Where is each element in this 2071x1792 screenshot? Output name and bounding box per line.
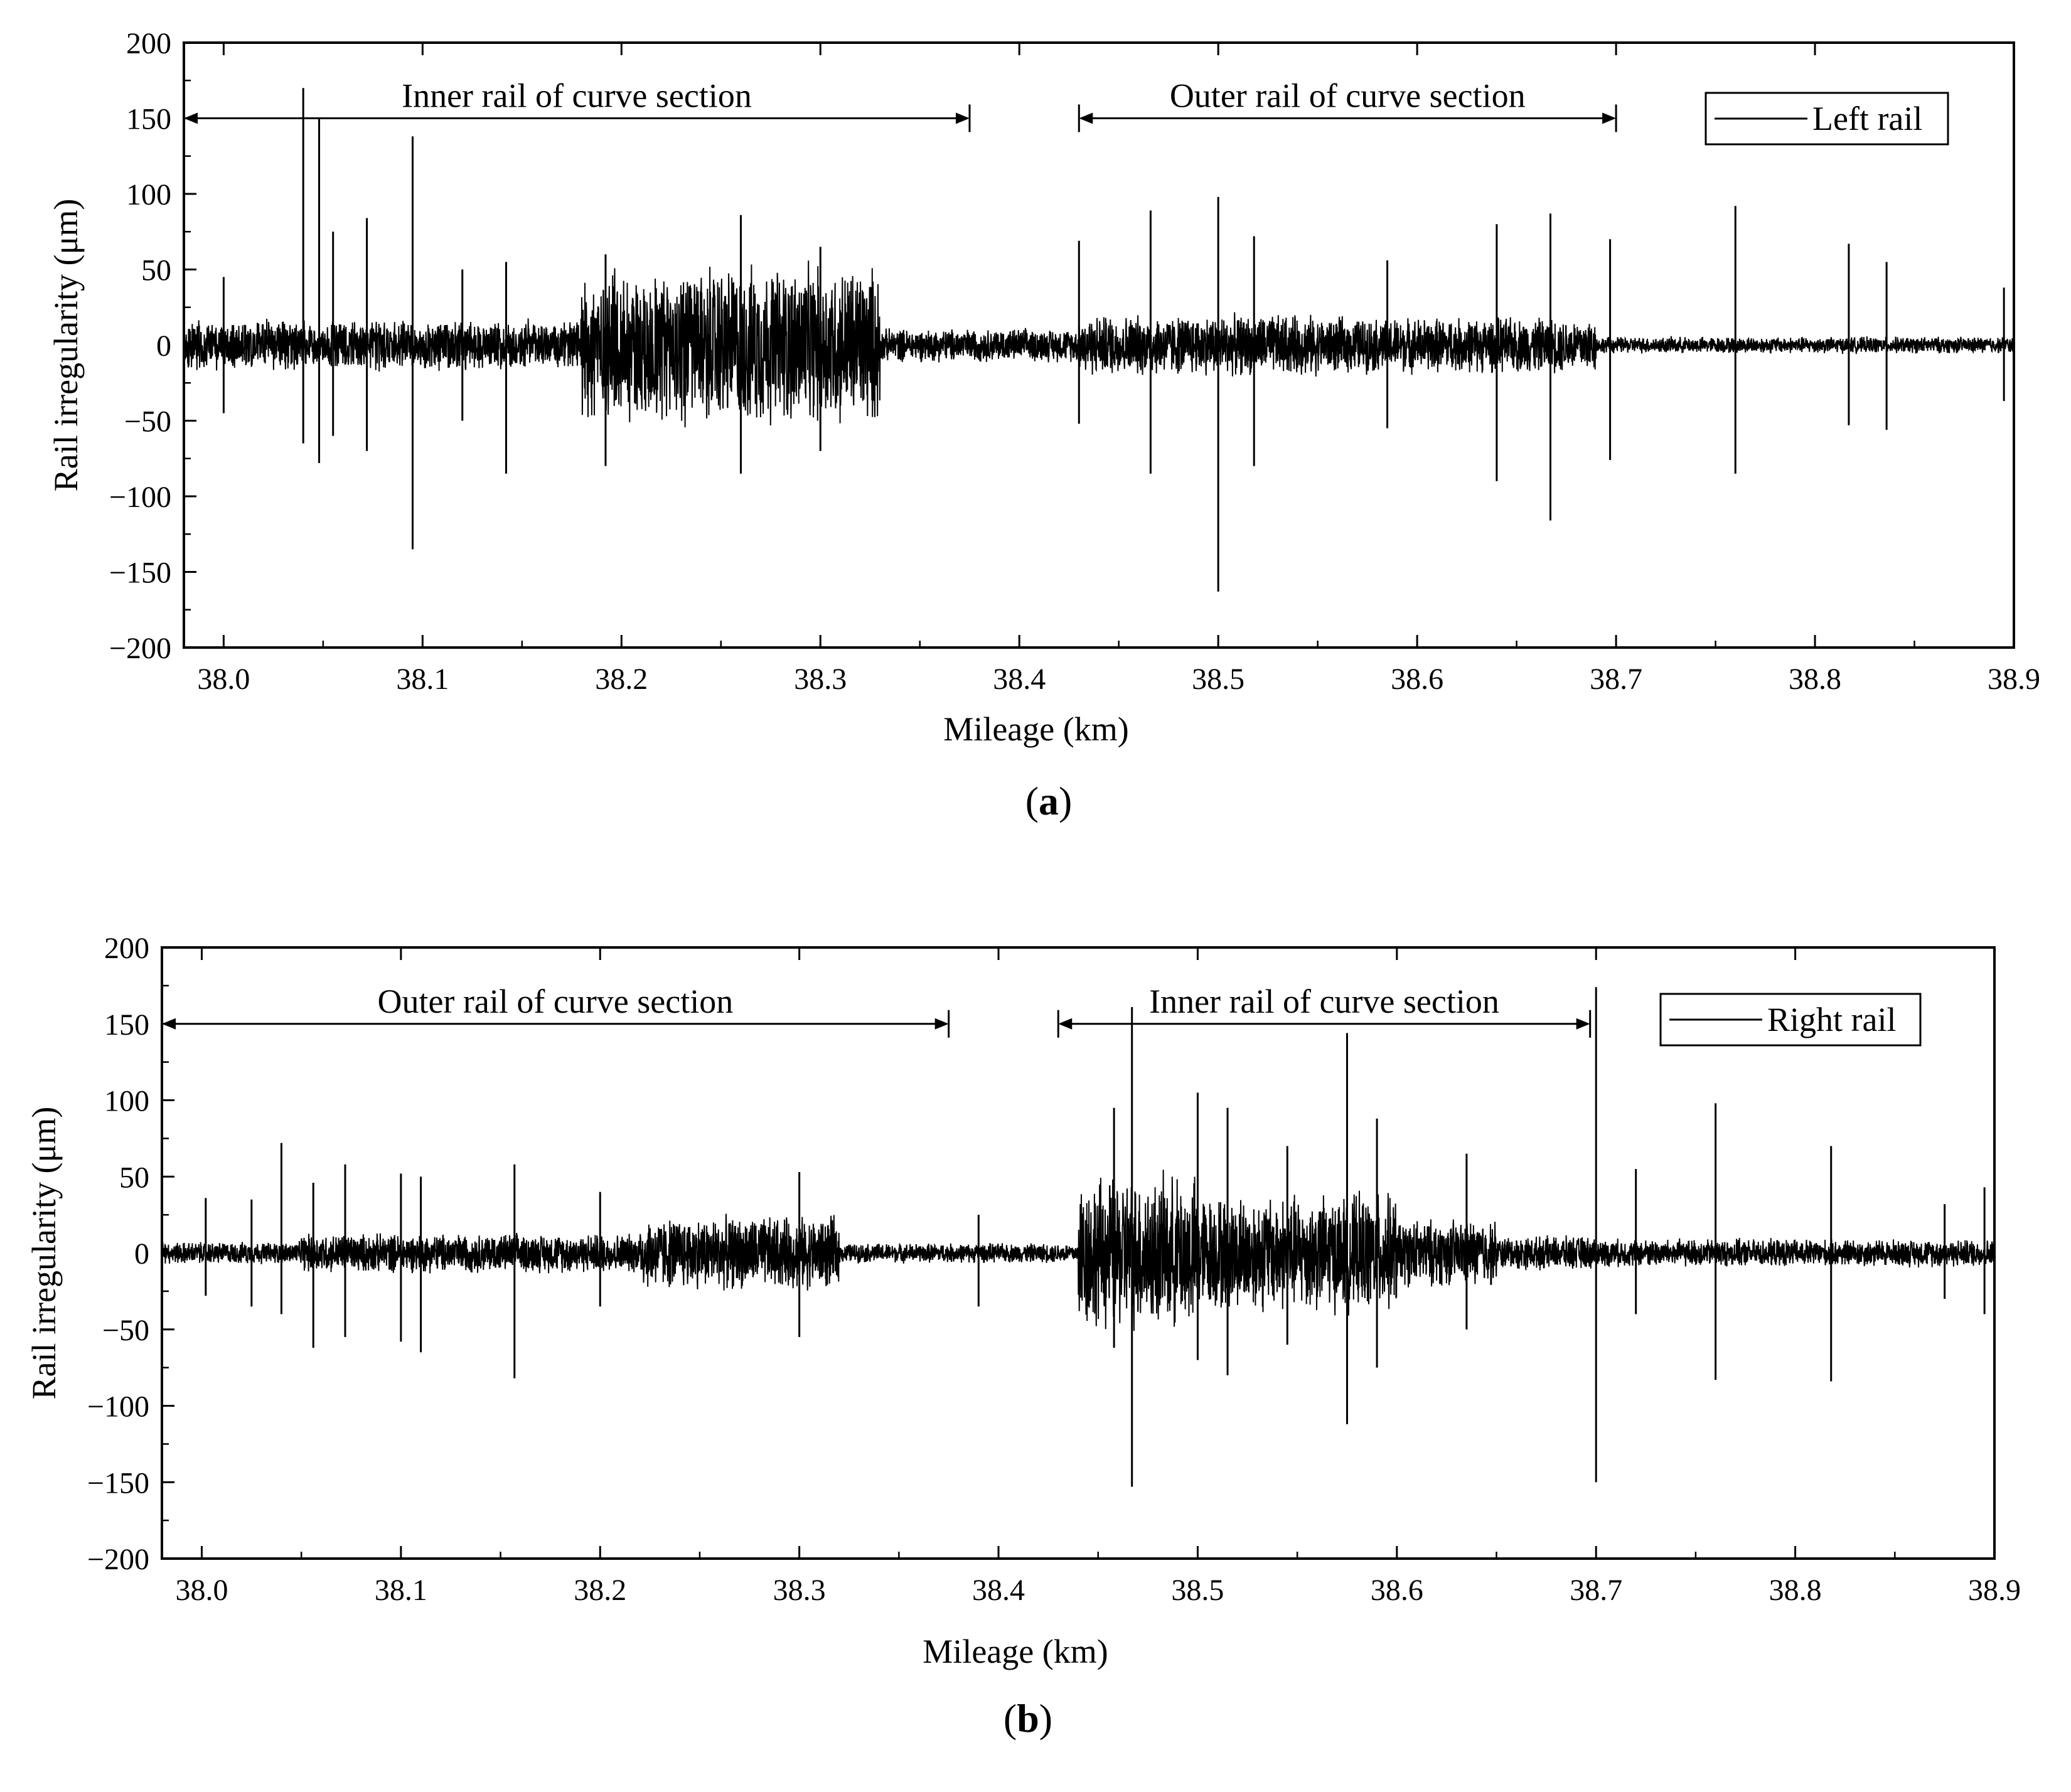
legend-label: Left rail [1812,100,1922,137]
series-line-0 [183,260,2015,428]
panel-caption-close: ) [1059,779,1072,823]
x-tick-label: 38.4 [972,1574,1025,1607]
panel-caption-close: ) [1039,1696,1052,1741]
y-tick-label: 100 [126,178,171,211]
y-tick-label: 0 [156,329,171,363]
annotation-label: Outer rail of curve section [377,983,733,1020]
annotation-arrowhead-left [1079,112,1093,124]
y-tick-label: −200 [87,1543,149,1576]
series-line-1 [161,1170,1995,1331]
x-tick-label: 38.9 [1968,1574,2021,1607]
x-tick-label: 38.8 [1769,1574,1822,1607]
y-tick-label: 50 [141,254,171,287]
panel-caption: (b) [1003,1696,1052,1741]
panel-caption-letter: a [1039,779,1059,823]
x-tick-label: 38.3 [773,1574,826,1607]
annotation-label: Inner rail of curve section [1149,983,1499,1020]
x-axis-title: Mileage (km) [943,710,1128,748]
x-tick-label: 38.4 [993,663,1046,696]
chart-panel-b: 38.0 38.1 38.2 38.3 38.4 38.5 38.6 38.7 38.8 38.9… [25,932,2021,1741]
y-tick-label: 150 [104,1008,149,1042]
x-tick-label: 38.6 [1371,1574,1423,1607]
x-tick-label: 38.5 [1171,1574,1224,1607]
annotation-arrowhead-right [1602,112,1617,124]
y-tick-label: 50 [119,1161,149,1194]
x-tick-label: 38.7 [1590,663,1642,696]
annotation-arrowhead-left [162,1018,176,1030]
x-tick-label: 38.2 [595,663,648,696]
x-tick-label: 38.5 [1192,663,1244,696]
x-tick-label: 38.0 [175,1574,228,1607]
y-tick-label: 0 [134,1237,149,1271]
y-tick-label: 150 [126,103,171,136]
annotation-arrowhead-left [1058,1018,1073,1030]
x-tick-label: 38.1 [375,1574,427,1607]
y-tick-label: −200 [109,632,171,665]
x-tick-label: 38.0 [197,663,250,696]
y-axis-title: Rail irregularity (μm) [47,199,85,492]
annotation-arrowhead-right [955,112,970,124]
x-tick-label: 38.8 [1789,663,1841,696]
x-tick-label: 38.9 [1988,663,2040,696]
x-axis-title: Mileage (km) [923,1633,1108,1670]
chart-panel-a: 38.0 38.1 38.2 38.3 38.4 38.5 38.6 38.7 38.8 38.9… [47,27,2040,823]
x-tick-label: 38.6 [1391,663,1443,696]
annotation-arrowhead-right [1576,1018,1590,1030]
y-tick-label: −50 [124,405,171,439]
legend-label: Right rail [1767,1001,1896,1038]
y-tick-label: 200 [126,27,171,60]
annotation-label: Outer rail of curve section [1170,77,1526,115]
annotation-arrowhead-right [934,1018,949,1030]
panel-caption: (a) [1025,779,1073,823]
panel-caption-letter: b [1017,1696,1039,1741]
y-tick-label: −50 [102,1314,149,1347]
annotation-label: Inner rail of curve section [402,77,752,115]
x-tick-label: 38.2 [574,1574,626,1607]
panel-caption-open: ( [1025,779,1039,823]
x-tick-label: 38.3 [794,663,847,696]
annotation-arrowhead-left [184,112,198,124]
y-tick-label: −150 [109,557,171,590]
y-tick-label: −100 [109,481,171,514]
x-tick-label: 38.7 [1570,1574,1622,1607]
y-tick-label: 200 [104,932,149,965]
y-tick-label: −100 [87,1390,149,1424]
y-axis-title: Rail irregularity (μm) [25,1107,63,1400]
y-tick-label: −150 [87,1466,149,1500]
y-tick-label: 100 [104,1085,149,1118]
panel-caption-open: ( [1003,1696,1017,1741]
x-tick-label: 38.1 [396,663,449,696]
